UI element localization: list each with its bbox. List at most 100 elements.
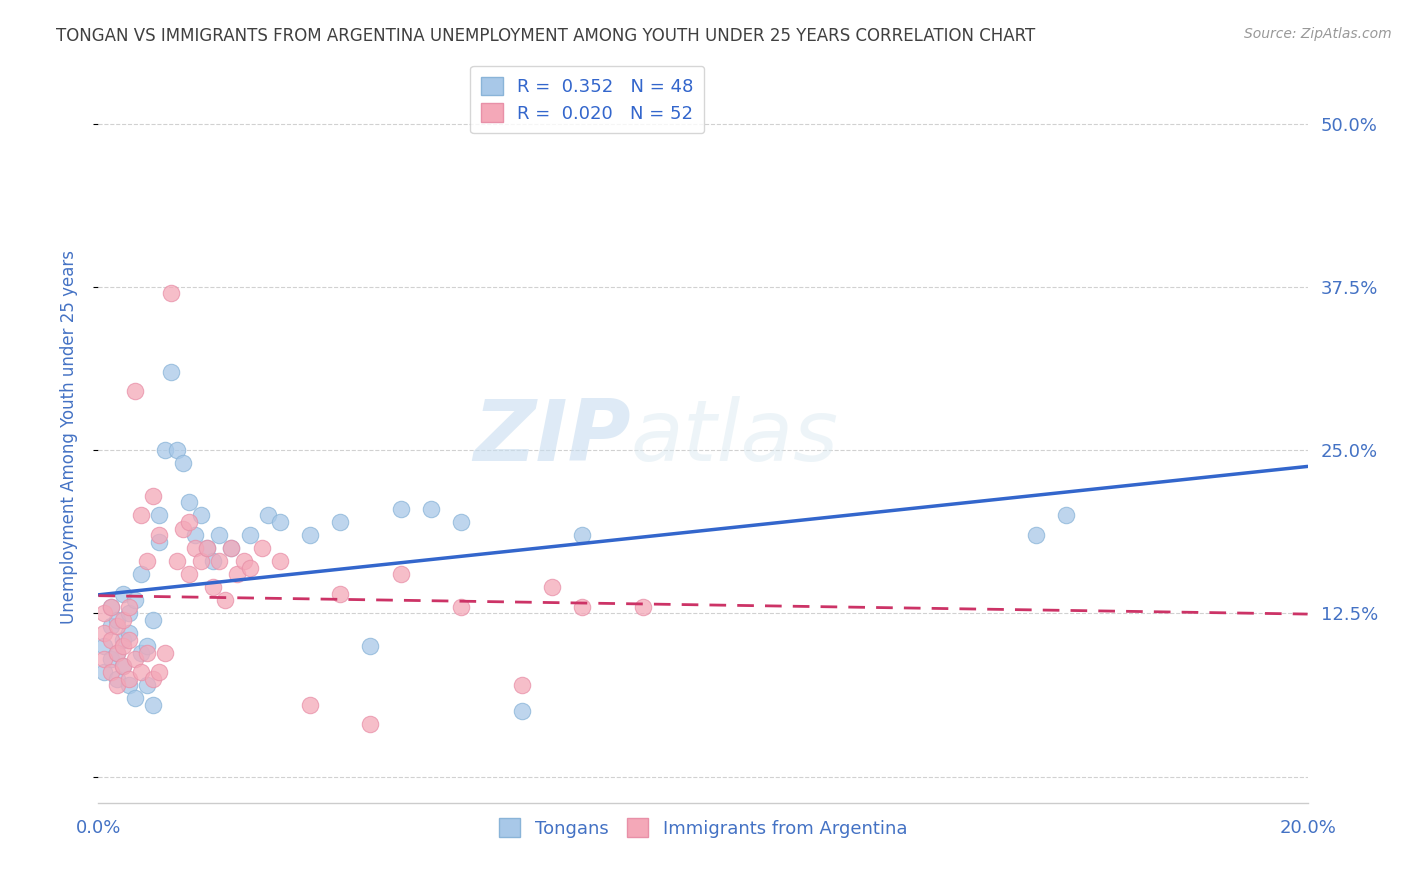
Point <box>190 508 212 523</box>
Point <box>360 717 382 731</box>
Point <box>184 528 207 542</box>
Point <box>105 646 128 660</box>
Point <box>118 607 141 621</box>
Text: atlas: atlas <box>630 395 838 479</box>
Point <box>250 541 273 555</box>
Point <box>118 599 141 614</box>
Point <box>299 698 322 712</box>
Point <box>93 665 115 680</box>
Point <box>153 443 176 458</box>
Point <box>172 456 194 470</box>
Point <box>179 515 201 529</box>
Point <box>571 599 593 614</box>
Point <box>105 672 128 686</box>
Point <box>299 528 322 542</box>
Point <box>100 632 122 647</box>
Point <box>179 567 201 582</box>
Text: ZIP: ZIP <box>472 395 630 479</box>
Point <box>105 678 128 692</box>
Point <box>124 652 146 666</box>
Point <box>142 672 165 686</box>
Point <box>329 587 352 601</box>
Point <box>239 528 262 542</box>
Point <box>208 528 231 542</box>
Point <box>129 646 152 660</box>
Point <box>124 593 146 607</box>
Point <box>179 495 201 509</box>
Point <box>269 554 291 568</box>
Point <box>190 554 212 568</box>
Point <box>510 678 533 692</box>
Point <box>111 658 134 673</box>
Point <box>111 587 134 601</box>
Point <box>100 619 122 633</box>
Point <box>148 534 170 549</box>
Point <box>142 489 165 503</box>
Point <box>129 508 152 523</box>
Text: TONGAN VS IMMIGRANTS FROM ARGENTINA UNEMPLOYMENT AMONG YOUTH UNDER 25 YEARS CORR: TONGAN VS IMMIGRANTS FROM ARGENTINA UNEM… <box>56 27 1035 45</box>
Point <box>1024 528 1046 542</box>
Point <box>148 665 170 680</box>
Point <box>232 554 254 568</box>
Point <box>100 599 122 614</box>
Point <box>202 580 225 594</box>
Point <box>195 541 218 555</box>
Point <box>100 665 122 680</box>
Point <box>100 652 122 666</box>
Point <box>93 652 115 666</box>
Point <box>510 705 533 719</box>
Point <box>105 646 128 660</box>
Point <box>166 443 188 458</box>
Point <box>450 599 472 614</box>
Point <box>214 593 236 607</box>
Point <box>360 639 382 653</box>
Point <box>208 554 231 568</box>
Point <box>105 613 128 627</box>
Point <box>571 528 593 542</box>
Point <box>93 639 115 653</box>
Point <box>135 639 157 653</box>
Point <box>160 365 183 379</box>
Point <box>329 515 352 529</box>
Point <box>118 626 141 640</box>
Point <box>172 521 194 535</box>
Point <box>269 515 291 529</box>
Point <box>118 672 141 686</box>
Point <box>631 599 654 614</box>
Point <box>111 613 134 627</box>
Point <box>93 607 115 621</box>
Point <box>118 678 141 692</box>
Point <box>148 508 170 523</box>
Point <box>142 613 165 627</box>
Point <box>135 678 157 692</box>
Point <box>221 541 243 555</box>
Point <box>195 541 218 555</box>
Point <box>124 691 146 706</box>
Point <box>389 567 412 582</box>
Point <box>129 567 152 582</box>
Point <box>1054 508 1077 523</box>
Point <box>111 658 134 673</box>
Point <box>226 567 249 582</box>
Point <box>256 508 278 523</box>
Point <box>221 541 243 555</box>
Point <box>111 639 134 653</box>
Y-axis label: Unemployment Among Youth under 25 years: Unemployment Among Youth under 25 years <box>59 250 77 624</box>
Point <box>450 515 472 529</box>
Point <box>105 619 128 633</box>
Point <box>153 646 176 660</box>
Point <box>148 528 170 542</box>
Text: Source: ZipAtlas.com: Source: ZipAtlas.com <box>1244 27 1392 41</box>
Point <box>420 502 443 516</box>
Point <box>540 580 562 594</box>
Point <box>202 554 225 568</box>
Point <box>100 599 122 614</box>
Point <box>124 384 146 399</box>
Point <box>135 646 157 660</box>
Point <box>239 560 262 574</box>
Point <box>129 665 152 680</box>
Point <box>184 541 207 555</box>
Point <box>160 286 183 301</box>
Point <box>142 698 165 712</box>
Legend: Tongans, Immigrants from Argentina: Tongans, Immigrants from Argentina <box>492 811 914 845</box>
